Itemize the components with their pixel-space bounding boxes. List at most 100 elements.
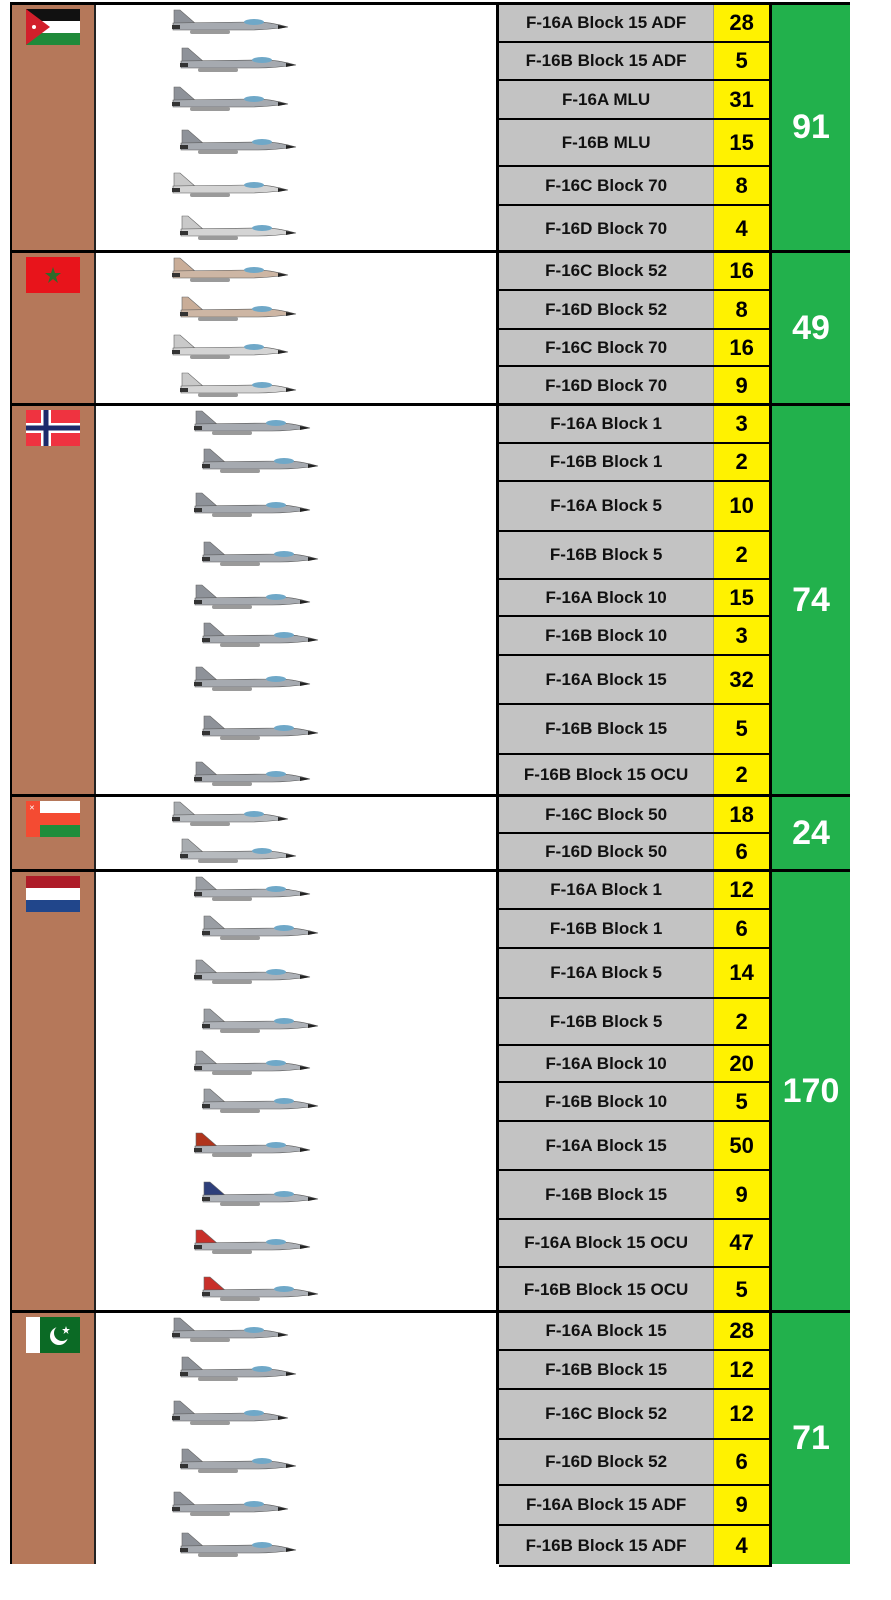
f16-aircraft-icon [170,171,290,203]
variant-model: F-16A Block 15 [499,1313,715,1349]
variant-count: 47 [714,1220,772,1266]
f16-aircraft-icon [192,875,312,907]
table-row: F-16D Block 52 8 [499,291,772,330]
variant-count: 6 [714,910,772,947]
table-row: F-16A Block 15 OCU 47 [499,1220,772,1268]
country-total: 91 [772,5,850,250]
variant-model: F-16B Block 15 OCU [499,1268,715,1311]
f16-aircraft-icon [170,256,290,288]
table-row: F-16A Block 15 50 [499,1122,772,1171]
variant-model: F-16A Block 1 [499,872,715,908]
variant-count: 20 [714,1046,772,1081]
country-section-pakistan: F-16A Block 15 28 F-16B Block 15 12 F-16C Bl… [10,1310,850,1567]
f16-aircraft-icon [192,958,312,990]
f16-aircraft-icon [200,1087,320,1119]
f16-aircraft-icon [200,1275,320,1307]
f16-aircraft-icon [170,333,290,365]
country-total: 49 [772,253,850,403]
f16-aircraft-icon [192,491,312,523]
f16-aircraft-icon [200,621,320,653]
f16-aircraft-icon [178,128,298,160]
variant-model: F-16B MLU [499,120,715,165]
variant-count: 31 [714,81,772,118]
variant-count: 2 [714,755,772,795]
table-row: F-16A Block 1 12 [499,872,772,910]
flag-column: ✕ [10,797,96,869]
f16-aircraft-icon [170,1490,290,1522]
variant-model: F-16A Block 5 [499,482,715,530]
variant-count: 6 [714,1440,772,1484]
f16-aircraft-icon [178,295,298,327]
variant-count: 2 [714,444,772,480]
table-row: F-16B Block 15 9 [499,1171,772,1220]
variant-model: F-16A Block 15 OCU [499,1220,715,1266]
f16-aircraft-icon [192,1049,312,1081]
f16-aircraft-icon [178,371,298,403]
variant-count: 3 [714,406,772,442]
variant-count: 5 [714,43,772,79]
variant-count: 16 [714,253,772,289]
f16-aircraft-icon [178,46,298,78]
flag-column [10,406,96,794]
variant-count: 6 [714,834,772,870]
variant-count: 8 [714,291,772,328]
country-total: 170 [772,872,850,1310]
country-section-jordan: F-16A Block 15 ADF 28 F-16B Block 15 ADF 5 F… [10,2,850,253]
variant-table: F-16A Block 1 3 F-16B Block 1 2 F-16A Block … [496,406,772,797]
variant-count: 14 [714,949,772,997]
oman-flag-icon: ✕ [26,801,80,837]
table-row: F-16B Block 15 12 [499,1351,772,1390]
pakistan-flag-icon [26,1317,80,1353]
table-row: F-16B Block 15 ADF 5 [499,43,772,81]
variant-count: 4 [714,206,772,251]
variant-model: F-16B Block 10 [499,617,715,654]
f16-aircraft-icon [170,85,290,117]
table-row: F-16A Block 5 14 [499,949,772,999]
table-row: F-16A Block 15 28 [499,1313,772,1351]
table-row: F-16C Block 52 16 [499,253,772,291]
variant-model: F-16B Block 15 [499,1171,715,1218]
f16-aircraft-icon [192,1228,312,1260]
table-row: F-16B Block 15 ADF 4 [499,1526,772,1567]
aircraft-illustrations [98,406,496,794]
f16-aircraft-icon [178,837,298,869]
variant-model: F-16B Block 1 [499,910,715,947]
aircraft-illustrations [98,253,496,403]
table-row: F-16A Block 10 15 [499,580,772,617]
f16-aircraft-icon [178,214,298,246]
variant-count: 5 [714,1083,772,1120]
variant-model: F-16A Block 15 [499,1122,715,1169]
variant-model: F-16A Block 15 [499,656,715,703]
f16-aircraft-icon [178,1447,298,1479]
variant-count: 12 [714,1351,772,1388]
table-row: F-16C Block 52 12 [499,1390,772,1440]
variant-model: F-16A Block 15 ADF [499,5,715,41]
variant-count: 9 [714,1171,772,1218]
netherlands-flag-icon [26,876,80,912]
country-total: 24 [772,797,850,869]
variant-model: F-16D Block 70 [499,206,715,251]
variant-model: F-16D Block 70 [499,367,715,404]
table-row: F-16D Block 52 6 [499,1440,772,1486]
variant-model: F-16B Block 5 [499,999,715,1044]
variant-model: F-16B Block 15 [499,705,715,753]
variant-model: F-16A Block 10 [499,580,715,615]
f16-aircraft-icon [178,1531,298,1563]
aircraft-illustrations [98,5,496,250]
table-row: F-16B Block 15 5 [499,705,772,755]
country-section-oman: ✕ F-16C Block 50 18 F-16D Block 50 6 24 [10,794,850,872]
country-total: 71 [772,1313,850,1564]
country-total: 74 [772,406,850,794]
variant-count: 9 [714,1486,772,1524]
country-section-morocco: F-16C Block 52 16 F-16D Block 52 8 F-16C Blo… [10,250,850,406]
table-row: F-16A Block 15 ADF 9 [499,1486,772,1526]
variant-count: 18 [714,797,772,832]
f16-aircraft-icon [200,914,320,946]
table-row: F-16A Block 5 10 [499,482,772,532]
variant-count: 2 [714,532,772,578]
variant-model: F-16C Block 50 [499,797,715,832]
variant-count: 12 [714,1390,772,1438]
